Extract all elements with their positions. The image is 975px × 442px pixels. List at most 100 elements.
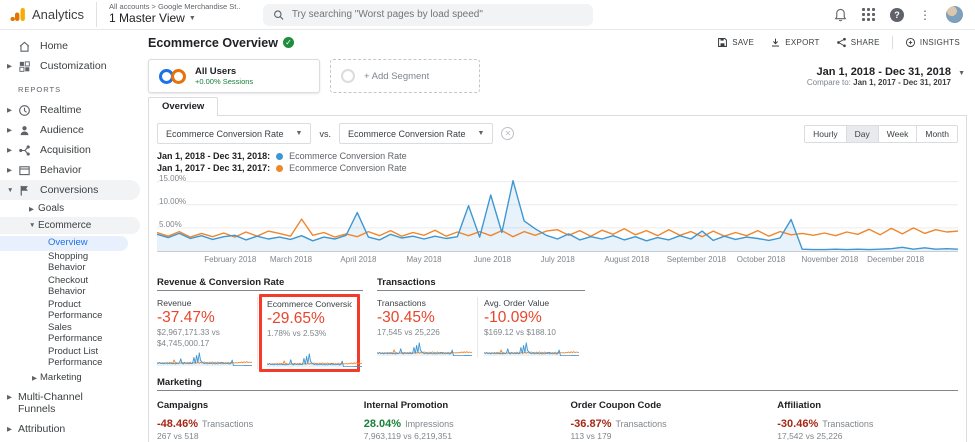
metric-row[interactable]: -48.46% Transactions 267 vs 518 bbox=[157, 418, 254, 441]
granularity-hourly[interactable]: Hourly bbox=[805, 125, 846, 142]
remove-metric-icon[interactable]: ✕ bbox=[501, 127, 515, 140]
metric-select-secondary[interactable]: Ecommerce Conversion Rate ▼ bbox=[339, 123, 494, 144]
overflow-icon[interactable]: ⋮ bbox=[919, 7, 931, 22]
sidebar-item-checkout-behavior[interactable]: Checkout Behavior bbox=[48, 274, 89, 297]
insights-button[interactable]: INSIGHTS bbox=[898, 35, 967, 50]
metric-select-primary[interactable]: Ecommerce Conversion Rate ▼ bbox=[157, 123, 312, 144]
sidebar-item-multi-channel-funnels[interactable]: ▶ Multi-Channel Funnels bbox=[7, 391, 83, 416]
scorecard-avg-order-value[interactable]: Avg. Order Value -10.09% $169.12 vs $188… bbox=[484, 297, 585, 358]
sidebar-item-conversions[interactable]: ▼ Conversions bbox=[0, 180, 140, 200]
sidebar-item-product-performance[interactable]: Product Performance bbox=[48, 298, 103, 321]
divider bbox=[891, 36, 893, 49]
sidebar-item-ecommerce[interactable]: ▼ Ecommerce bbox=[0, 217, 140, 234]
sidebar-item-audience[interactable]: ▶ Audience bbox=[7, 124, 84, 136]
chart-legend: Jan 1, 2018 - Dec 31, 2018: Ecommerce Co… bbox=[157, 151, 407, 173]
avatar[interactable] bbox=[946, 6, 963, 23]
search-input[interactable] bbox=[291, 9, 583, 20]
date-range-picker[interactable]: Jan 1, 2018 - Dec 31, 2018 Compare to: J… bbox=[807, 66, 967, 87]
marketing-column-order-coupon-code: Order Coupon Code -36.87% Transactions 11… bbox=[571, 397, 752, 442]
customization-icon bbox=[19, 60, 30, 72]
y-tick-10: 10.00% bbox=[159, 197, 187, 206]
vs-label: vs. bbox=[319, 128, 331, 139]
realtime-icon bbox=[19, 104, 30, 116]
tab-strip: Overview bbox=[148, 97, 967, 116]
sidebar-item-acquisition[interactable]: ▶ Acquisition bbox=[7, 144, 91, 156]
acquisition-icon bbox=[19, 144, 30, 156]
granularity-toggle: Hourly Day Week Month bbox=[804, 124, 958, 143]
search-bar[interactable] bbox=[262, 3, 593, 26]
sidebar-item-customization[interactable]: ▶ Customization bbox=[7, 60, 107, 72]
chart-plot-area[interactable] bbox=[157, 177, 958, 251]
granularity-day[interactable]: Day bbox=[845, 125, 878, 142]
account-switcher[interactable]: All accounts > Google Merchandise St.. 1… bbox=[96, 2, 253, 27]
sidebar-item-sales-performance[interactable]: Sales Performance bbox=[48, 322, 103, 345]
search-icon bbox=[273, 9, 284, 20]
sidebar-item-shopping-behavior[interactable]: Shopping Behavior bbox=[48, 250, 89, 273]
sparkline-avg-order-value bbox=[484, 342, 579, 356]
series-dot-2017-icon bbox=[276, 164, 284, 172]
metric-row[interactable]: -36.87% Transactions 113 vs 179 bbox=[570, 418, 667, 441]
sidebar-item-product-list-performance[interactable]: Product List Performance bbox=[48, 346, 103, 369]
metric-row[interactable]: 28.04% Impressions 7,963,119 vs 6,219,351 bbox=[363, 418, 454, 441]
help-icon[interactable]: ? bbox=[890, 7, 904, 22]
reports-section-label: REPORTS bbox=[18, 85, 62, 94]
chevron-down-icon: ▼ bbox=[295, 130, 303, 137]
scorecards-section: Revenue & Conversion Rate Revenue -37.47… bbox=[157, 269, 958, 372]
apps-grid-icon[interactable] bbox=[862, 8, 875, 21]
marketing-column-internal-promotion: Internal Promotion 28.04% Impressions 7,9… bbox=[364, 397, 545, 442]
explorer-panel: Ecommerce Conversion Rate ▼ vs. Ecommerc… bbox=[148, 116, 967, 442]
audience-icon bbox=[20, 125, 29, 135]
sidebar-item-overview[interactable]: Overview bbox=[0, 236, 128, 251]
expand-arrow-icon: ▶ bbox=[7, 127, 12, 134]
expand-arrow-icon: ▶ bbox=[7, 426, 12, 434]
collapse-arrow-icon: ▼ bbox=[29, 222, 36, 229]
notifications-icon[interactable] bbox=[834, 8, 847, 22]
view-name: 1 Master View ▼ bbox=[109, 10, 196, 25]
sidebar-item-attribution[interactable]: ▶ Attribution bbox=[7, 423, 66, 436]
sidebar-item-home[interactable]: Home bbox=[0, 36, 140, 56]
scorecard-ecommerce-conversion-rate[interactable]: Ecommerce Conversion Rate -29.65% 1.78% … bbox=[259, 294, 362, 372]
group-title-revenue-conversion: Revenue & Conversion Rate bbox=[157, 277, 363, 291]
report-actions: SAVE EXPORT SHARE bbox=[710, 35, 967, 50]
sidebar-item-goals[interactable]: ▶ Goals bbox=[29, 203, 65, 214]
chevron-down-icon: ▼ bbox=[958, 69, 965, 77]
add-segment-button[interactable]: + Add Segment bbox=[330, 59, 480, 93]
tab-overview[interactable]: Overview bbox=[148, 97, 219, 116]
granularity-month[interactable]: Month bbox=[916, 125, 957, 142]
expand-arrow-icon: ▶ bbox=[7, 107, 12, 114]
series-dot-2018-icon bbox=[276, 152, 284, 160]
sparkline-transactions bbox=[377, 342, 472, 356]
sidebar-item-behavior[interactable]: ▶ Behavior bbox=[7, 164, 82, 176]
segment-circle-icon bbox=[341, 69, 355, 83]
segment-sessions-delta: +0.00% Sessions bbox=[195, 77, 254, 87]
metric-row[interactable]: -30.46% Transactions 17,542 vs 25,226 bbox=[777, 418, 874, 441]
scorecard-revenue[interactable]: Revenue -37.47% $2,967,171.33 vs $4,745,… bbox=[157, 297, 258, 369]
sidebar-item-realtime[interactable]: ▶ Realtime bbox=[7, 104, 82, 116]
home-icon bbox=[19, 41, 30, 52]
group-title-marketing: Marketing bbox=[157, 377, 958, 391]
date-range-compare: Compare to: Jan 1, 2017 - Dec 31, 2017 bbox=[806, 77, 951, 87]
sparkline-conversion-rate bbox=[267, 353, 362, 367]
save-button[interactable]: SAVE bbox=[710, 35, 761, 50]
ecommerce-submenu: Overview Shopping Behavior Checkout Beha… bbox=[0, 234, 140, 387]
share-button[interactable]: SHARE bbox=[829, 35, 887, 50]
analytics-logo[interactable]: Analytics bbox=[0, 7, 96, 22]
breadcrumb: All accounts > Google Merchandise St.. bbox=[109, 2, 241, 12]
app-header: Analytics All accounts > Google Merchand… bbox=[0, 0, 975, 30]
segment-all-users[interactable]: All Users +0.00% Sessions bbox=[148, 59, 320, 93]
sidebar: Home ▶ Customization REPORTS ▶ Realtime … bbox=[0, 30, 140, 442]
page-title: Ecommerce Overview bbox=[148, 35, 278, 50]
export-icon bbox=[772, 38, 780, 47]
product-name: Analytics bbox=[32, 7, 85, 22]
group-title-transactions: Transactions bbox=[377, 277, 585, 291]
granularity-week[interactable]: Week bbox=[877, 125, 917, 142]
expand-arrow-icon: ▶ bbox=[32, 375, 37, 383]
y-tick-15: 15.00% bbox=[159, 174, 187, 183]
date-range-primary: Jan 1, 2018 - Dec 31, 2018 bbox=[816, 65, 951, 78]
sidebar-item-marketing[interactable]: ▶ Marketing bbox=[32, 372, 82, 384]
timeseries-chart[interactable]: 15.00% 10.00% 5.00% February 2018 March … bbox=[157, 174, 958, 269]
scorecard-transactions[interactable]: Transactions -30.45% 17,545 vs 25,226 bbox=[377, 297, 478, 358]
export-button[interactable]: EXPORT bbox=[763, 35, 827, 50]
chevron-down-icon: ▼ bbox=[188, 14, 196, 22]
marketing-column-campaigns: Campaigns -48.46% Transactions 267 vs 518… bbox=[157, 397, 338, 442]
